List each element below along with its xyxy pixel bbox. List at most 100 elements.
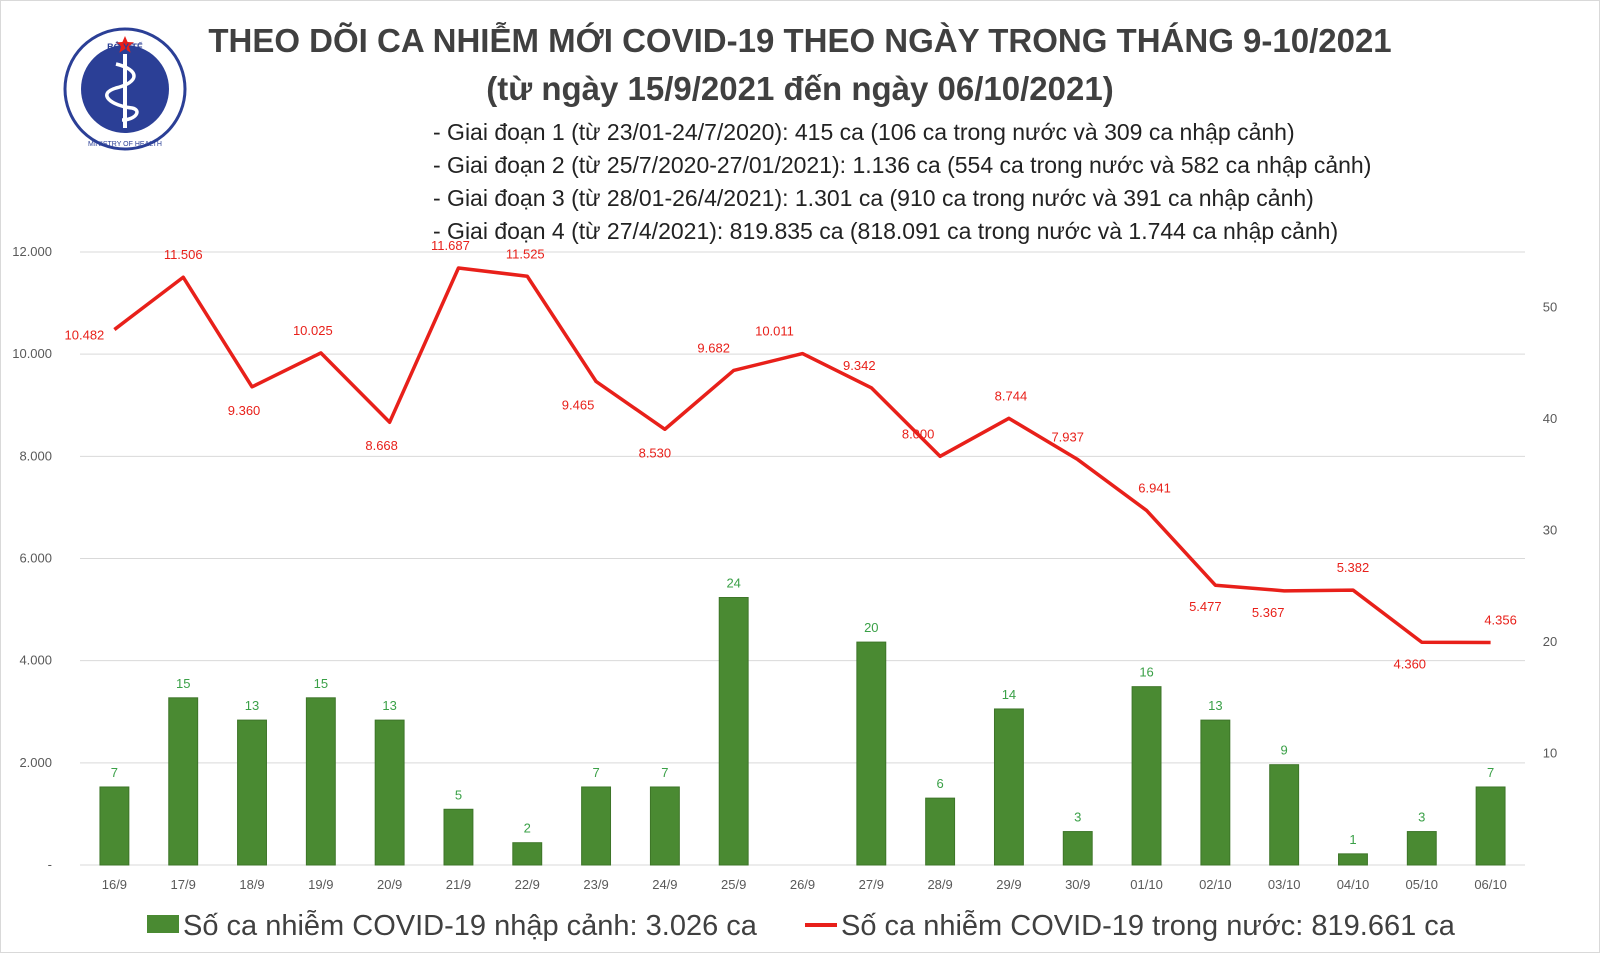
bar — [993, 708, 1024, 866]
bar — [374, 719, 405, 866]
legend-line-label: Số ca nhiễm COVID-19 trong nước: 819.661… — [841, 910, 1455, 942]
x-axis-tick: 28/9 — [927, 877, 952, 892]
logo-text-top: BỘ Y TẾ — [107, 41, 143, 52]
bar-label: 1 — [1349, 832, 1356, 847]
right-axis-tick: 40 — [1543, 411, 1557, 426]
right-axis-tick: 20 — [1543, 634, 1557, 649]
line-label: 9.682 — [697, 340, 730, 355]
left-axis-tick: 10.000 — [12, 346, 52, 361]
bar — [1200, 719, 1231, 866]
x-axis-tick: 16/9 — [102, 877, 127, 892]
bar-label: 15 — [314, 676, 328, 691]
bar — [581, 786, 612, 866]
line-label: 10.482 — [65, 328, 105, 343]
phase-note-1: - Giai đoạn 1 (từ 23/01-24/7/2020): 415 … — [433, 119, 1295, 145]
bar-label: 3 — [1418, 810, 1425, 825]
x-axis-tick: 26/9 — [790, 877, 815, 892]
x-axis-tick: 25/9 — [721, 877, 746, 892]
x-axis-tick: 18/9 — [239, 877, 264, 892]
logo-text-bottom: MINISTRY OF HEALTH — [88, 141, 162, 148]
line-label: 8.530 — [639, 445, 672, 460]
x-axis-tick: 06/10 — [1474, 877, 1507, 892]
line-label: 4.360 — [1394, 656, 1427, 671]
bar — [237, 719, 267, 866]
x-axis-tick: 27/9 — [859, 877, 884, 892]
bar — [99, 786, 130, 866]
line-label: 4.356 — [1484, 612, 1517, 627]
bar-label: 24 — [726, 576, 740, 591]
bar-label: 3 — [1074, 810, 1081, 825]
x-axis-tick: 17/9 — [171, 877, 196, 892]
bar — [718, 597, 749, 866]
bar-label: 13 — [382, 698, 396, 713]
legend-bar-swatch — [147, 915, 179, 933]
x-axis-tick: 05/10 — [1406, 877, 1439, 892]
phase-note-2: - Giai đoạn 2 (từ 25/7/2020-27/01/2021):… — [433, 152, 1372, 178]
x-axis-tick: 03/10 — [1268, 877, 1301, 892]
bar-label: 9 — [1281, 743, 1288, 758]
line-label: 9.465 — [562, 397, 595, 412]
legend-line: Số ca nhiễm COVID-19 trong nước: 819.661… — [805, 910, 1455, 943]
bar-label: 13 — [1208, 698, 1222, 713]
line-label: 11.525 — [506, 246, 545, 261]
line-label: 10.025 — [293, 323, 333, 338]
bar-label: 6 — [937, 776, 944, 791]
bar-label: 13 — [245, 698, 259, 713]
line-label: 5.477 — [1189, 599, 1222, 614]
bar-label: 16 — [1139, 665, 1153, 680]
ministry-of-health-logo: BỘ Y TẾ MINISTRY OF HEALTH — [63, 27, 187, 151]
line-label: 9.342 — [843, 358, 876, 373]
left-axis-tick: 6.000 — [19, 551, 52, 566]
x-axis-tick: 24/9 — [652, 877, 677, 892]
left-axis-tick: 2.000 — [19, 755, 52, 770]
bar — [1062, 831, 1093, 866]
bar — [649, 786, 680, 866]
x-axis-tick: 01/10 — [1130, 877, 1163, 892]
bar — [1269, 764, 1300, 866]
bar-label: 7 — [592, 765, 599, 780]
bar-label: 14 — [1002, 687, 1016, 702]
line-label: 8.744 — [995, 388, 1028, 403]
line-label: 9.360 — [228, 403, 261, 418]
line-label: 10.011 — [755, 324, 794, 339]
x-axis-tick: 23/9 — [583, 877, 608, 892]
line-label: 8.668 — [365, 438, 398, 453]
bar — [305, 697, 336, 866]
line-label: 11.687 — [431, 238, 470, 253]
x-axis-tick: 19/9 — [308, 877, 333, 892]
left-axis-tick: 4.000 — [19, 653, 52, 668]
x-axis-tick: 04/10 — [1337, 877, 1370, 892]
x-axis-tick: 29/9 — [996, 877, 1021, 892]
left-axis-tick: 12.000 — [12, 244, 52, 259]
bar — [925, 797, 956, 866]
left-axis-tick: 8.000 — [19, 448, 52, 463]
bar-label: 7 — [661, 765, 668, 780]
bar — [1406, 831, 1437, 866]
right-axis-tick: 50 — [1543, 300, 1557, 315]
legend-bar: Số ca nhiễm COVID-19 nhập cảnh: 3.026 ca — [147, 910, 757, 943]
x-axis-tick: 30/9 — [1065, 877, 1090, 892]
line-label: 5.382 — [1337, 560, 1370, 575]
bar — [443, 808, 474, 866]
bar-label: 7 — [111, 765, 118, 780]
legend-line-swatch — [805, 923, 837, 927]
bar — [512, 842, 543, 866]
bar — [1131, 686, 1162, 866]
x-axis-tick: 20/9 — [377, 877, 402, 892]
bar — [1475, 786, 1506, 866]
phase-notes: - Giai đoạn 1 (từ 23/01-24/7/2020): 415 … — [433, 116, 1371, 248]
phase-note-4: - Giai đoạn 4 (từ 27/4/2021): 819.835 ca… — [433, 218, 1339, 244]
phase-note-3: - Giai đoạn 3 (từ 28/01-26/4/2021): 1.30… — [433, 185, 1314, 211]
left-axis-tick: - — [48, 857, 52, 872]
bar — [856, 641, 887, 866]
bar-label: 2 — [524, 821, 531, 836]
line-label: 8.000 — [902, 426, 935, 441]
chart-subtitle: (từ ngày 15/9/2021 đến ngày 06/10/2021) — [486, 70, 1114, 107]
right-axis-tick: 10 — [1543, 746, 1557, 761]
bar-label: 20 — [864, 620, 878, 635]
legend-bar-label: Số ca nhiễm COVID-19 nhập cảnh: 3.026 ca — [183, 910, 757, 942]
bar-label: 15 — [176, 676, 190, 691]
right-axis-tick: 30 — [1543, 523, 1557, 538]
bar-label: 5 — [455, 787, 462, 802]
